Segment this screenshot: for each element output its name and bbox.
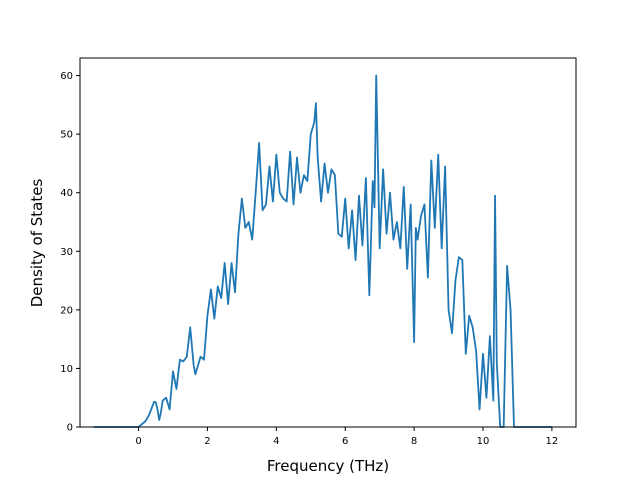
plot-area [93, 74, 552, 428]
x-tick-label: 12 [546, 436, 559, 447]
y-axis-label: Density of States [28, 179, 46, 308]
y-tick-label: 20 [60, 305, 73, 316]
x-tick-label: 8 [411, 436, 417, 447]
x-tick-label: 0 [135, 436, 141, 447]
y-tick-label: 10 [60, 364, 73, 375]
y-tick-label: 50 [60, 130, 73, 141]
y-tick-label: 40 [60, 188, 73, 199]
x-tick-label: 2 [204, 436, 210, 447]
y-tick-label: 0 [67, 423, 73, 434]
y-tick-label: 60 [60, 71, 73, 82]
x-tick-label: 6 [342, 436, 348, 447]
y-axis-ticks: 0 10 20 30 40 50 60 [60, 71, 80, 434]
x-axis-label: Frequency (THz) [267, 457, 389, 475]
x-tick-label: 4 [273, 436, 279, 447]
x-axis-ticks: 0 2 4 6 8 10 12 [135, 427, 558, 447]
series-line [93, 74, 552, 428]
x-tick-label: 10 [477, 436, 490, 447]
y-tick-label: 30 [60, 247, 73, 258]
plot-frame [79, 57, 577, 428]
